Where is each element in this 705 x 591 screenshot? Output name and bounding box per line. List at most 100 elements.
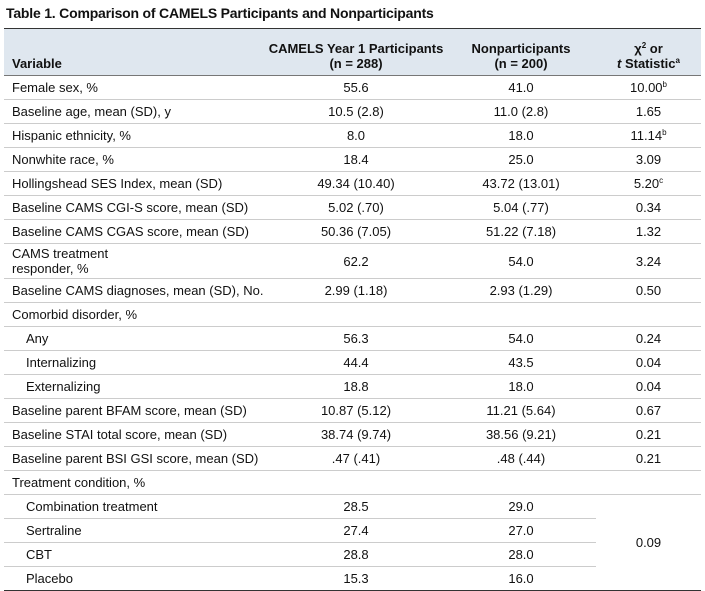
- row-label: Baseline STAI total score, mean (SD): [4, 422, 266, 447]
- cell-text: 11.14: [630, 128, 663, 143]
- cell: 10.5 (2.8): [266, 99, 446, 124]
- superscript: b: [662, 80, 667, 89]
- table-row: Comorbid disorder, %: [4, 302, 701, 327]
- cell: 55.6: [266, 75, 446, 100]
- label-text: Internalizing: [26, 355, 97, 370]
- label-text: Baseline STAI total score, mean (SD): [12, 427, 228, 442]
- table-row: CBT 28.8 28.0: [4, 542, 701, 567]
- cell: 3.09: [596, 147, 701, 172]
- header-text: or: [646, 41, 663, 56]
- cell-text: 10.00: [630, 80, 663, 95]
- table-row: Hispanic ethnicity, % 8.0 18.0 11.14b: [4, 123, 701, 148]
- cell: 16.0: [446, 566, 596, 591]
- cell: 62.2: [266, 243, 446, 279]
- cell: 10.87 (5.12): [266, 398, 446, 423]
- label-text: Combination treatment: [26, 499, 158, 514]
- label-text: Treatment condition, %: [12, 475, 146, 490]
- row-label: Placebo: [4, 566, 266, 591]
- cell: 0.50: [596, 278, 701, 303]
- cell: 3.24: [596, 243, 701, 279]
- header-text: Nonparticipants: [471, 41, 571, 56]
- table-row: Female sex, % 55.6 41.0 10.00b: [4, 75, 701, 100]
- row-label: Externalizing: [4, 374, 266, 399]
- row-label: Nonwhite race, %: [4, 147, 266, 172]
- table-row: Treatment condition, %: [4, 470, 701, 495]
- cell-text: 0.34: [635, 200, 662, 215]
- cell: 5.02 (.70): [266, 195, 446, 220]
- row-label: Female sex, %: [4, 75, 266, 100]
- table-row: Baseline CAMS CGI-S score, mean (SD) 5.02…: [4, 195, 701, 220]
- cell: [596, 470, 701, 495]
- header-row: Variable CAMELS Year 1 Participants (n = …: [4, 28, 701, 76]
- cell: 0.21: [596, 422, 701, 447]
- cell: 51.22 (7.18): [446, 219, 596, 244]
- label-text: Nonwhite race, %: [12, 152, 114, 167]
- row-label: Comorbid disorder, %: [4, 302, 266, 327]
- cell: [446, 302, 596, 327]
- table-row: Baseline CAMS diagnoses, mean (SD), No. 2…: [4, 278, 701, 303]
- header-cell: χ2 or t Statistica: [596, 28, 701, 76]
- cell: 15.3: [266, 566, 446, 591]
- cell: 43.72 (13.01): [446, 171, 596, 196]
- header-text: Statistic: [621, 56, 676, 71]
- table-title: Table 1. Comparison of CAMELS Participan…: [6, 5, 434, 21]
- cell: 0.04: [596, 350, 701, 375]
- cell-text: 0.50: [635, 283, 662, 298]
- label-text: Baseline CAMS diagnoses, mean (SD), No.: [12, 283, 264, 298]
- header-text: χ: [634, 41, 642, 56]
- cell: 5.04 (.77): [446, 195, 596, 220]
- superscript: 2: [641, 41, 647, 50]
- cell: 0.24: [596, 326, 701, 351]
- table-row: Any 56.3 54.0 0.24: [4, 326, 701, 351]
- label-text: Hispanic ethnicity, %: [12, 128, 131, 143]
- label-text: Baseline age, mean (SD), y: [12, 104, 171, 119]
- cell: 11.21 (5.64): [446, 398, 596, 423]
- cell: 5.20c: [596, 171, 701, 196]
- row-label: Combination treatment: [4, 494, 266, 519]
- table-row: Baseline parent BSI GSI score, mean (SD)…: [4, 446, 701, 471]
- cell: [266, 470, 446, 495]
- cell: 18.4: [266, 147, 446, 172]
- cell: 18.0: [446, 123, 596, 148]
- row-label: Baseline parent BSI GSI score, mean (SD): [4, 446, 266, 471]
- cell: 49.34 (10.40): [266, 171, 446, 196]
- cell-text: 0.04: [635, 379, 662, 394]
- cell: 28.5: [266, 494, 446, 519]
- label-text: Sertraline: [26, 523, 82, 538]
- cell: 11.0 (2.8): [446, 99, 596, 124]
- cell: 1.65: [596, 99, 701, 124]
- cell-text: 1.32: [635, 224, 662, 239]
- cell: 28.0: [446, 542, 596, 567]
- label-text: Externalizing: [26, 379, 101, 394]
- header-text: CAMELS Year 1 Participants: [268, 41, 444, 56]
- table-row: Combination treatment 28.5 29.0 0.09: [4, 494, 701, 591]
- cell: 28.8: [266, 542, 446, 567]
- cell: 50.36 (7.05): [266, 219, 446, 244]
- cell: [446, 470, 596, 495]
- table-row: Baseline CAMS CGAS score, mean (SD) 50.36…: [4, 219, 701, 244]
- label-text: Baseline parent BFAM score, mean (SD): [12, 403, 247, 418]
- cell-text: 0.67: [635, 403, 662, 418]
- row-label: Baseline CAMS CGAS score, mean (SD): [4, 219, 266, 244]
- row-label: Baseline CAMS CGI-S score, mean (SD): [4, 195, 266, 220]
- header-cell: CAMELS Year 1 Participants (n = 288): [266, 28, 446, 76]
- row-label: Baseline CAMS diagnoses, mean (SD), No.: [4, 278, 266, 303]
- header-cell: Variable: [4, 28, 266, 76]
- row-label: Any: [4, 326, 266, 351]
- cell-text: 1.65: [635, 104, 662, 119]
- table-row: Baseline parent BFAM score, mean (SD) 10.…: [4, 398, 701, 423]
- row-label: Sertraline: [4, 518, 266, 543]
- cell: 0.09: [596, 494, 701, 591]
- label-text: Placebo: [26, 571, 73, 586]
- label-text: Comorbid disorder, %: [12, 307, 137, 322]
- cell: 0.67: [596, 398, 701, 423]
- cell: 0.04: [596, 374, 701, 399]
- cell: 10.00b: [596, 75, 701, 100]
- superscript: a: [675, 56, 680, 65]
- header-text: (n = 288): [329, 56, 383, 71]
- table-row: Baseline STAI total score, mean (SD) 38.7…: [4, 422, 701, 447]
- superscript: b: [662, 128, 667, 137]
- cell: 0.21: [596, 446, 701, 471]
- row-label: Baseline age, mean (SD), y: [4, 99, 266, 124]
- cell: .48 (.44): [446, 446, 596, 471]
